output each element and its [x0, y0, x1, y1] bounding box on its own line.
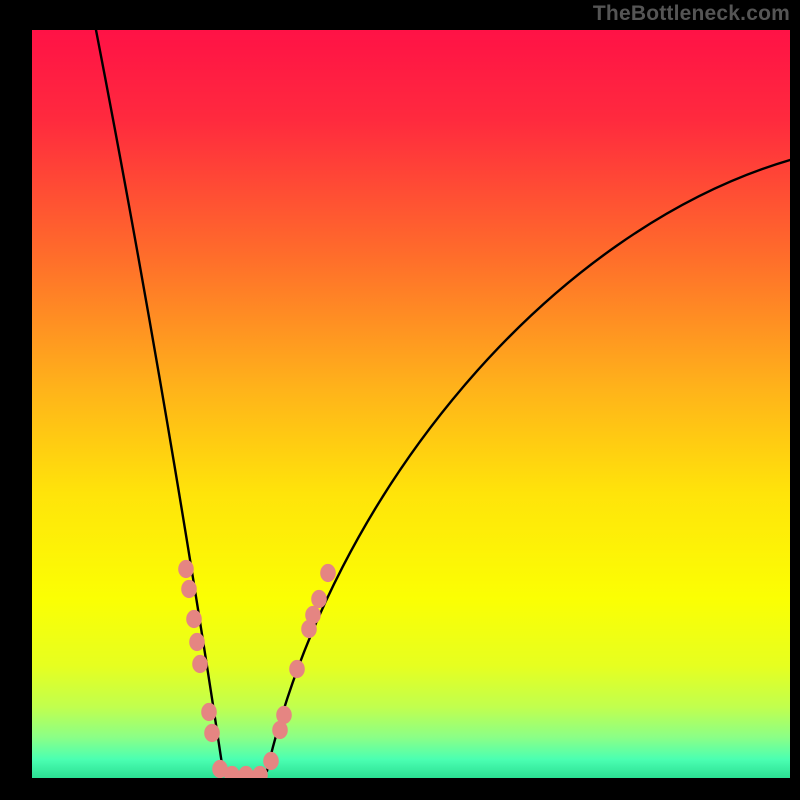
- gradient-background: [32, 30, 790, 778]
- data-marker: [190, 633, 205, 650]
- data-marker: [253, 766, 268, 778]
- data-marker: [321, 564, 336, 581]
- plot-svg: [32, 30, 790, 778]
- data-marker: [239, 766, 254, 778]
- data-marker: [182, 580, 197, 597]
- data-marker: [306, 606, 321, 623]
- data-marker: [264, 752, 279, 769]
- data-marker: [179, 560, 194, 577]
- data-marker: [225, 766, 240, 778]
- data-marker: [202, 703, 217, 720]
- watermark-text: TheBottleneck.com: [593, 2, 790, 26]
- chart-frame: TheBottleneck.com: [0, 0, 800, 800]
- data-marker: [312, 590, 327, 607]
- data-marker: [193, 655, 208, 672]
- data-marker: [187, 610, 202, 627]
- data-marker: [290, 660, 305, 677]
- data-marker: [205, 724, 220, 741]
- data-marker: [277, 706, 292, 723]
